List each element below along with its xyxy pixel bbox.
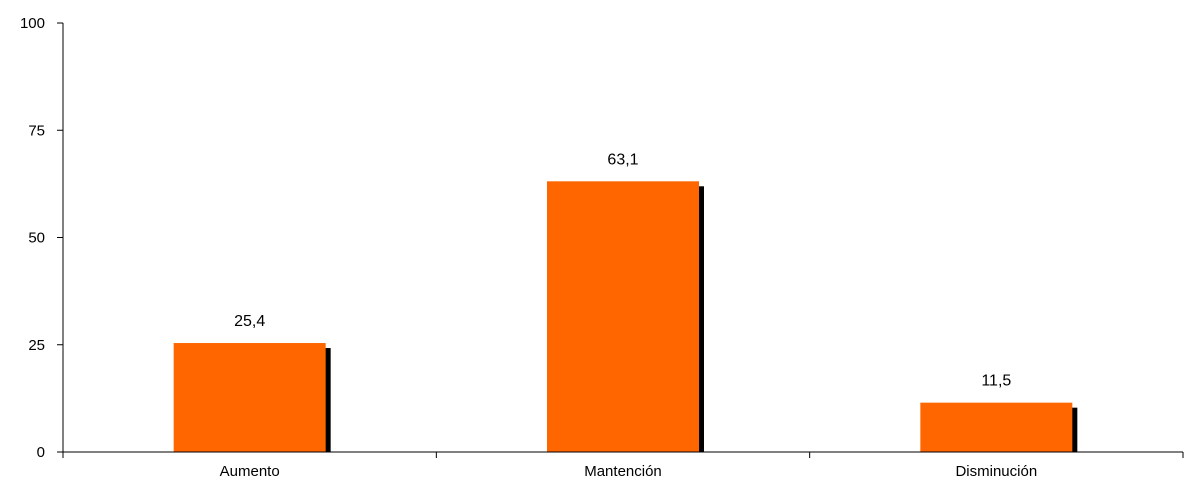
bar-disminucion bbox=[920, 402, 1073, 452]
y-tick-label: 100 bbox=[20, 15, 45, 32]
data-label-mantencion: 63,1 bbox=[607, 151, 638, 168]
x-ticks-layer bbox=[62, 452, 1184, 458]
bar-mantencion bbox=[547, 181, 699, 452]
bar-aumento bbox=[173, 343, 326, 452]
y-tick-label: 0 bbox=[37, 444, 45, 461]
y-ticks-layer: 0 25 50 75 100 bbox=[20, 15, 63, 461]
data-label-aumento: 25,4 bbox=[234, 313, 265, 330]
data-label-disminucion: 11,5 bbox=[981, 373, 1011, 390]
category-label-mantencion: Mantención bbox=[584, 463, 662, 480]
y-tick-label: 75 bbox=[28, 122, 45, 139]
category-label-disminucion: Disminución bbox=[955, 463, 1037, 480]
labels-layer: 25,4 Aumento 63,1 Mantención 11,5 Disminución bbox=[220, 151, 1038, 480]
y-tick-label: 25 bbox=[28, 337, 45, 354]
y-tick-label: 50 bbox=[28, 230, 45, 247]
category-label-aumento: Aumento bbox=[220, 463, 280, 480]
bars-layer bbox=[173, 181, 1078, 452]
